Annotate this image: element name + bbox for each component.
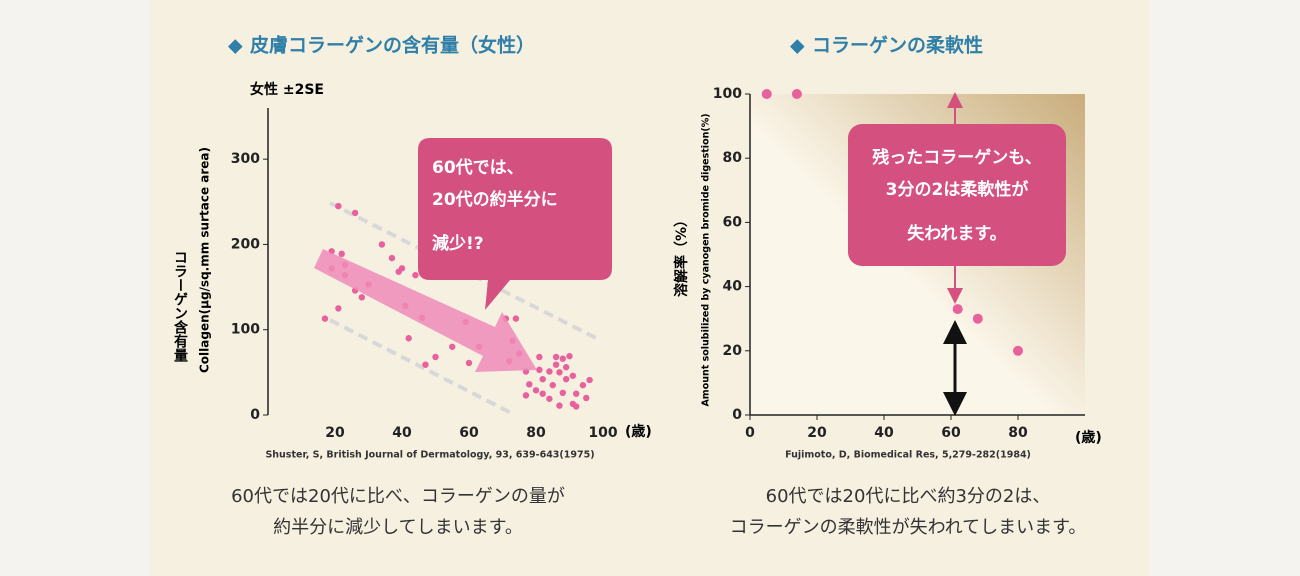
y-tick-label: 80 xyxy=(723,150,743,166)
point xyxy=(398,265,406,272)
y-tick-label: 60 xyxy=(723,214,743,230)
chart-title: コラーゲンの柔軟性 xyxy=(812,34,983,57)
point xyxy=(559,389,566,397)
x-tick-label: 20 xyxy=(807,425,827,441)
callout-text: 20代の約半分に xyxy=(432,189,558,210)
point xyxy=(573,390,580,397)
point xyxy=(536,366,543,374)
y-label-en: Amount solubilized by cyanogen bromide d… xyxy=(701,113,712,406)
x-tick-label: 60 xyxy=(941,425,961,441)
point xyxy=(569,372,577,379)
y-label-en: Collagen(μg/sq.mm surtace area) xyxy=(198,147,212,373)
point xyxy=(532,387,540,394)
point xyxy=(552,353,560,361)
y-label: 溶解率（%） xyxy=(673,213,690,297)
plots: 0 100 200 300 20 40 60 80 100 0 20 40 60 80 100 0 20 40 60… xyxy=(231,86,1085,441)
point xyxy=(546,368,553,375)
point xyxy=(351,209,359,217)
x-tick-label: 40 xyxy=(874,425,894,441)
point xyxy=(539,390,546,397)
point xyxy=(405,335,412,342)
point xyxy=(791,89,802,99)
point xyxy=(512,315,520,322)
trend-arrow xyxy=(314,249,537,372)
point xyxy=(1013,345,1023,356)
x-tick-label: 20 xyxy=(325,425,345,441)
y-tick-label: 40 xyxy=(723,279,743,295)
point xyxy=(549,381,556,389)
point xyxy=(321,315,329,322)
callout-text: 減少!? xyxy=(432,233,484,254)
right-overlay: 残ったコラーゲンも、 3分の2は柔軟性が 失われます。 xyxy=(848,92,1066,416)
point xyxy=(432,353,439,361)
y-tick-label: 20 xyxy=(723,343,743,359)
point xyxy=(388,254,396,262)
x-label: (歳) xyxy=(1075,429,1102,446)
x-tick-label: 60 xyxy=(459,425,479,441)
x-tick-label: 0 xyxy=(745,425,755,441)
point xyxy=(546,395,553,402)
caption: 60代では20代に比べ、コラーゲンの量が xyxy=(231,486,565,507)
point xyxy=(569,400,577,408)
point xyxy=(522,392,530,399)
point xyxy=(335,305,342,312)
point xyxy=(536,353,543,361)
callout-text: 60代では、 xyxy=(432,157,524,178)
point xyxy=(562,375,570,383)
point xyxy=(556,369,563,376)
callout-text: 失われます。 xyxy=(907,223,1006,244)
point xyxy=(335,202,342,210)
point xyxy=(952,304,963,315)
point xyxy=(539,375,546,383)
x-tick-label: 40 xyxy=(392,425,412,441)
chart-title: 皮膚コラーゲンの含有量（女性） xyxy=(250,34,535,57)
point xyxy=(586,376,593,384)
point xyxy=(412,271,419,279)
y-label: コラーゲン含有量 xyxy=(172,250,188,363)
point xyxy=(338,250,345,258)
point xyxy=(579,381,587,389)
point xyxy=(566,352,573,360)
point xyxy=(358,294,365,301)
annotation: 女性 ±2SE xyxy=(250,81,324,98)
se-line xyxy=(329,318,516,417)
callout xyxy=(418,138,612,310)
caption: コラーゲンの柔軟性が失われてしまいます。 xyxy=(730,517,1087,538)
y-tick-label: 0 xyxy=(732,407,742,423)
source: Fujimoto, D, Biomedical Res, 5,279-282(1… xyxy=(785,450,1031,461)
point xyxy=(422,361,429,368)
x-tick-label: 80 xyxy=(526,425,546,441)
bullet: ◆ xyxy=(790,35,805,57)
callout-text: 3分の2は柔軟性が xyxy=(886,179,1029,200)
caption: 約半分に減少してしまいます。 xyxy=(273,517,523,538)
y-tick-label: 100 xyxy=(231,322,260,338)
y-tick-label: 200 xyxy=(231,236,260,252)
left-overlay: 60代では、 20代の約半分に 減少!? xyxy=(314,138,612,372)
point xyxy=(465,359,473,367)
source: Shuster, S, British Journal of Dermatolo… xyxy=(265,450,594,461)
callout-text: 残ったコラーゲンも、 xyxy=(872,147,1042,168)
y-tick-label: 0 xyxy=(250,407,260,423)
point xyxy=(559,355,566,362)
point xyxy=(449,343,456,350)
point xyxy=(526,381,533,388)
y-tick-label: 300 xyxy=(231,151,260,167)
point xyxy=(562,364,570,371)
bullet: ◆ xyxy=(228,35,243,57)
x-label: (歳) xyxy=(625,423,652,440)
point xyxy=(378,241,386,248)
x-tick-label: 100 xyxy=(588,425,617,441)
point xyxy=(972,313,983,324)
point xyxy=(552,361,560,368)
point xyxy=(583,394,590,402)
x-tick-label: 80 xyxy=(1008,425,1028,441)
y-tick-label: 100 xyxy=(713,86,742,102)
caption: 60代では20代に比べ約3分の2は、 xyxy=(766,486,1051,507)
point xyxy=(761,89,772,99)
point xyxy=(556,402,563,409)
callout xyxy=(848,124,1066,266)
